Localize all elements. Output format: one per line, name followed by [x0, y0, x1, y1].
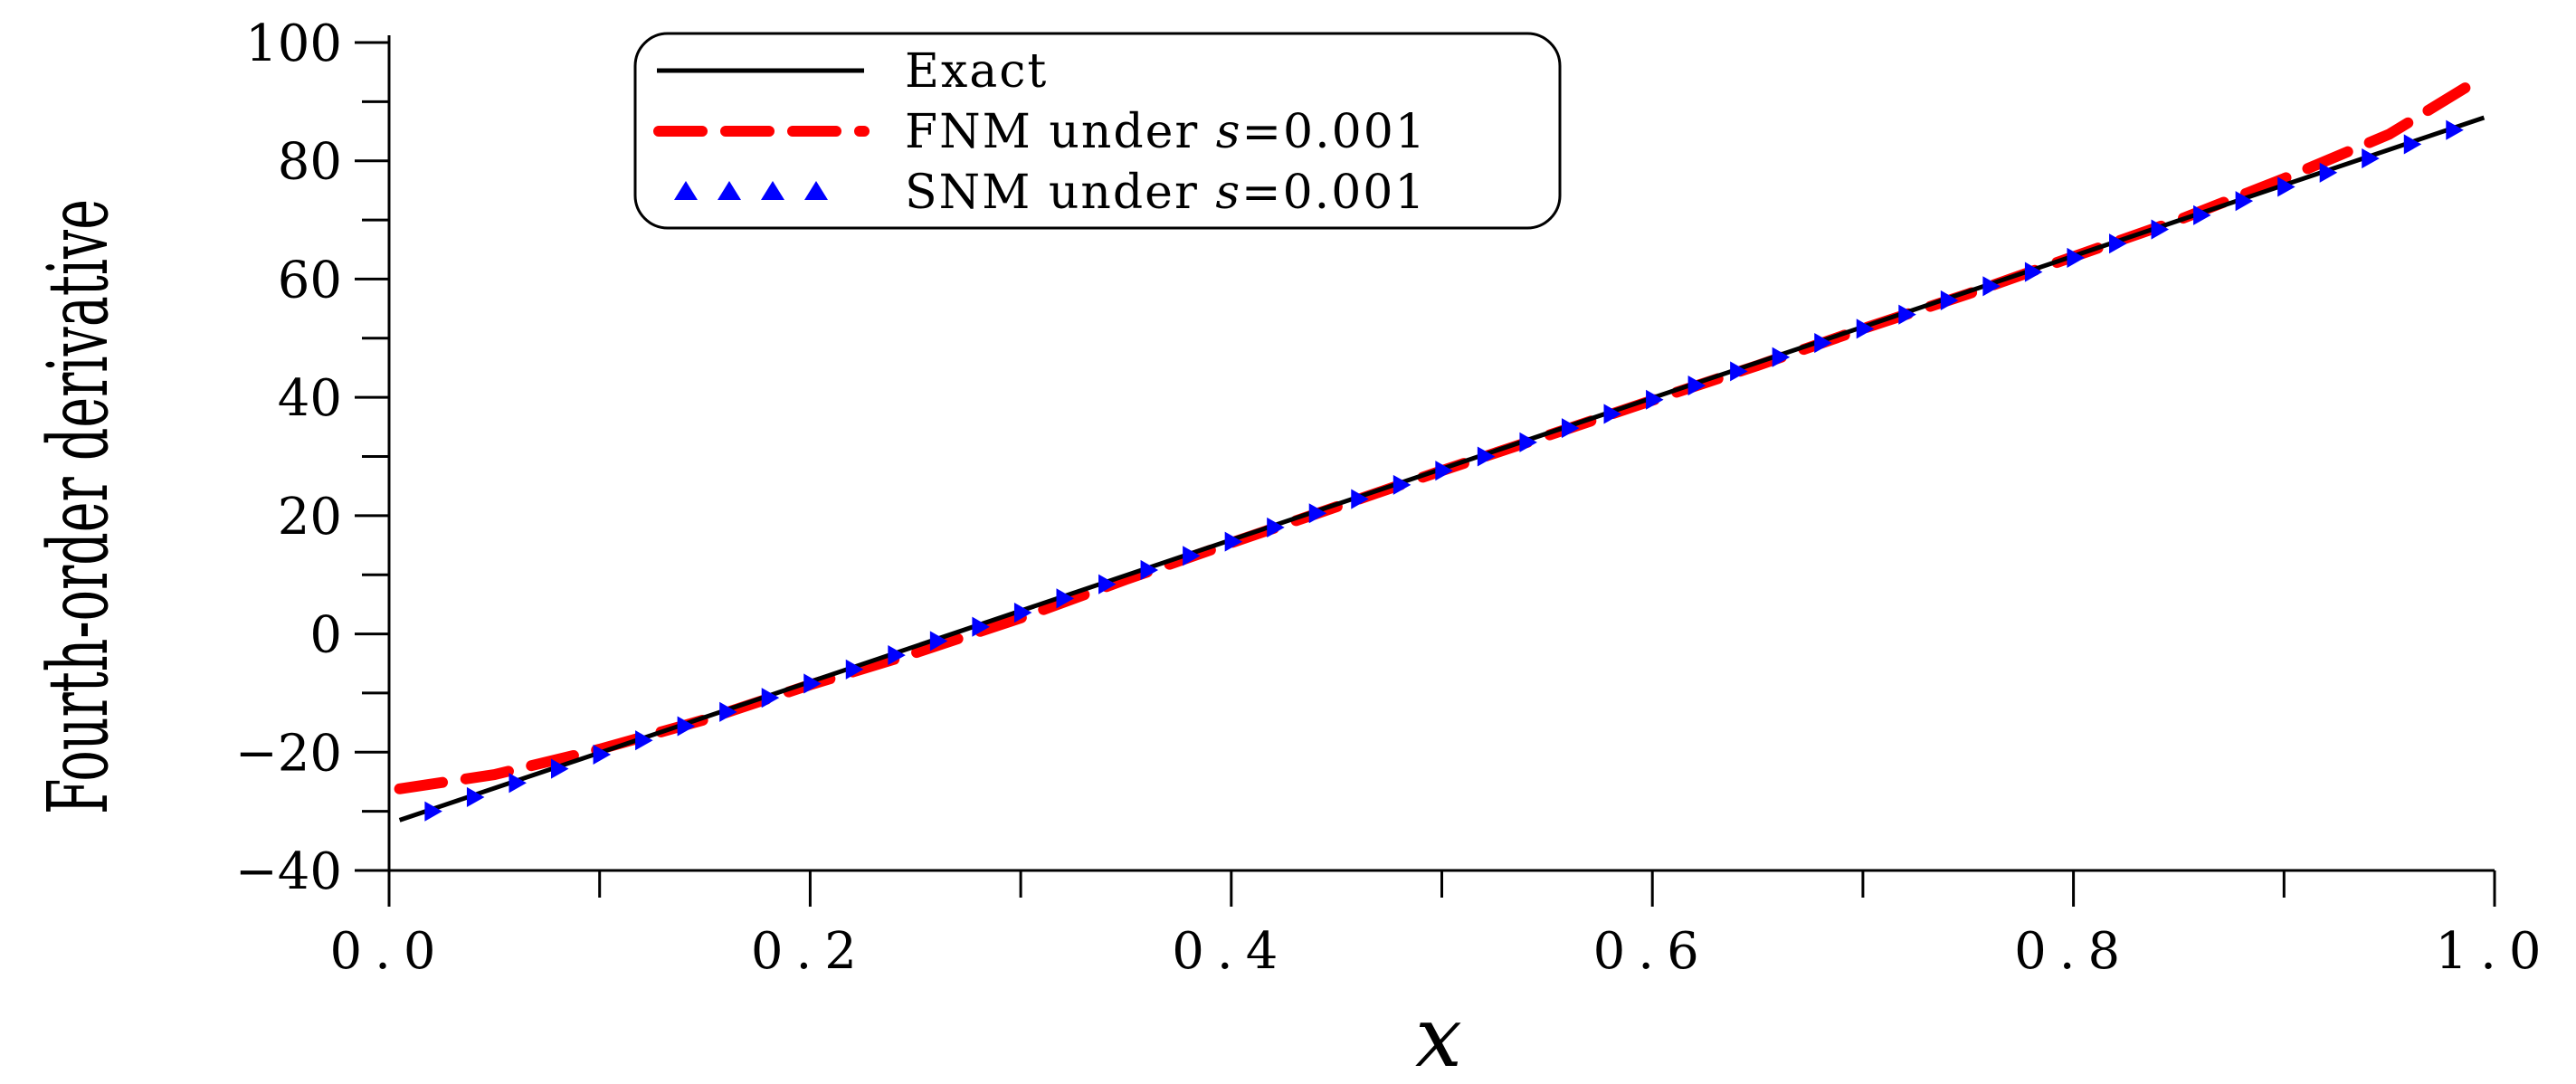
y-tick-label: 60: [278, 251, 342, 309]
series-snm-marker: [2277, 176, 2296, 197]
legend-label-main: SNM under: [905, 166, 1215, 220]
y-tick-label: 0: [309, 606, 342, 665]
x-axis-ticks: 0.0 0.2 0.4 0.6 0.8 1.0: [329, 870, 2553, 981]
series-snm-marker: [1098, 574, 1117, 594]
series-snm-marker: [551, 758, 569, 779]
series-snm-marker: [1898, 304, 1916, 325]
series-snm-marker: [1477, 446, 1496, 467]
series-snm-marker: [635, 730, 653, 751]
series-snm-marker: [1351, 489, 1369, 509]
series-snm-marker: [1435, 461, 1453, 481]
x-tick-label: 0.6: [1593, 922, 1712, 981]
series-snm-marker: [2108, 233, 2127, 254]
x-tick-label: 0.0: [329, 922, 448, 981]
series-snm-marker: [1603, 404, 1622, 424]
series-snm-marker: [1940, 290, 1959, 311]
series-snm-marker: [424, 801, 442, 822]
series-snm-marker: [1183, 546, 1201, 566]
series-snm-marker: [972, 616, 990, 637]
series-snm-marker: [2319, 162, 2338, 183]
series-snm-marker: [761, 688, 780, 708]
series-snm-marker: [2446, 119, 2464, 140]
legend-box: [633, 32, 1562, 230]
series-snm-marker: [929, 631, 948, 651]
legend-swatch-snm-marker: [674, 181, 698, 200]
x-tick-label: 0.2: [751, 922, 870, 981]
legend-label: Exact: [905, 44, 1048, 99]
series-snm-marker: [2024, 261, 2043, 282]
series-snm-marker: [2193, 204, 2211, 225]
series-snm-marker: [845, 659, 864, 680]
series-snm-marker: [1982, 276, 2001, 297]
series-snm-marker: [888, 645, 906, 666]
series-snm-marker: [1856, 319, 1875, 339]
series-snm-marker: [677, 716, 696, 737]
legend-swatch-snm-marker: [718, 181, 741, 200]
series-snm-marker: [1519, 432, 1537, 452]
legend-label-tail: =0.001: [1241, 166, 1426, 220]
series-snm-marker: [1013, 602, 1032, 623]
series-snm-marker: [2151, 219, 2170, 240]
legend-label-main: Exact: [905, 44, 1048, 99]
y-tick-label: 100: [245, 14, 342, 73]
legend-label-main: FNM under: [905, 105, 1216, 159]
series-snm-marker: [803, 673, 822, 694]
legend-label-italic: s: [1215, 166, 1241, 220]
series-snm-marker: [1730, 361, 1748, 382]
x-tick-label: 0.4: [1172, 922, 1290, 981]
x-tick-label: 1.0: [2435, 922, 2553, 981]
y-axis-ticks: −40 −20 0 20 40 60 80 100: [235, 14, 389, 901]
y-tick-label: 40: [278, 369, 342, 428]
series-snm-marker: [1224, 531, 1243, 552]
series-snm-marker: [1772, 347, 1791, 367]
series-snm-marker: [1646, 389, 1664, 410]
series-snm-marker: [2067, 247, 2085, 268]
series-snm-marker: [1561, 418, 1580, 439]
series-snm-marker: [1393, 474, 1412, 495]
y-tick-label: 80: [278, 133, 342, 192]
legend-label: SNM under s=0.001: [905, 166, 1426, 220]
y-tick-label: −40: [235, 842, 342, 901]
series-snm-marker: [1056, 588, 1074, 609]
series-snm-marker: [2403, 134, 2422, 155]
y-tick-label: 20: [278, 488, 342, 547]
legend-label: FNM under s=0.001: [905, 105, 1427, 159]
series-snm-marker: [2362, 148, 2380, 169]
series-snm-marker: [1308, 503, 1327, 524]
legend-label-italic: s: [1216, 105, 1242, 159]
series-snm-marker: [1267, 517, 1285, 537]
legend-label-tail: =0.001: [1241, 105, 1426, 159]
y-axis-title: Fourth-order derivative: [31, 199, 128, 814]
series-snm-marker: [2235, 191, 2254, 212]
y-tick-label: −20: [235, 724, 342, 783]
x-axis-title: x: [1415, 989, 1462, 1084]
series-snm-marker: [466, 786, 485, 808]
x-tick-label: 0.8: [2014, 922, 2133, 981]
series-snm-marker: [719, 701, 737, 722]
series-snm-marker: [593, 744, 612, 765]
legend-swatch-snm-marker: [761, 181, 784, 200]
series-layer: [394, 71, 2490, 823]
series-snm-marker: [1140, 559, 1159, 581]
legend-swatch-snm-marker: [804, 181, 828, 200]
series-snm-marker: [1687, 376, 1706, 396]
series-snm-marker: [509, 773, 527, 794]
series-snm-marker: [1814, 332, 1832, 354]
